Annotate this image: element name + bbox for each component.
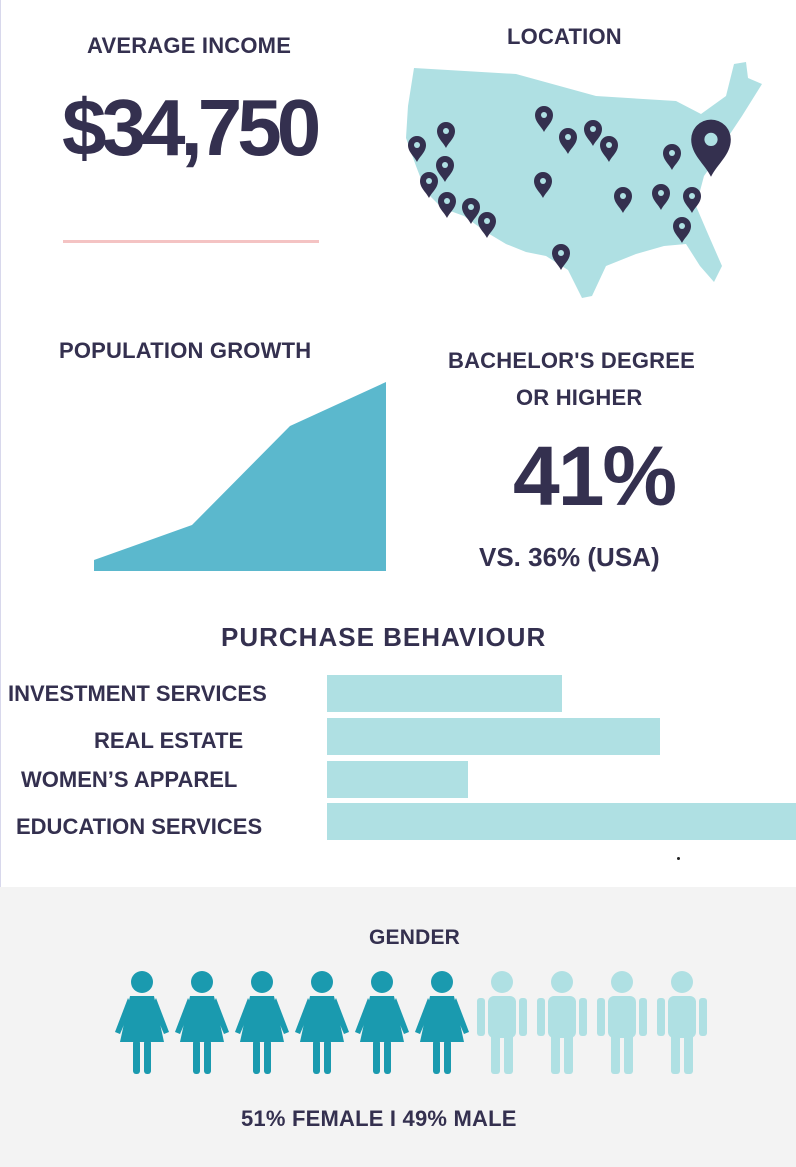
- map-pin-icon: [438, 192, 456, 218]
- map-pin-icon: [614, 187, 632, 213]
- population-growth-area: [94, 382, 386, 571]
- map-pin-icon: [673, 217, 691, 243]
- purchase-bar-education: [327, 803, 796, 840]
- female-icon: [115, 971, 169, 1074]
- map-pin-icon: [408, 136, 426, 162]
- education-comparison: VS. 36% (USA): [479, 542, 660, 572]
- map-pin-icon: [420, 172, 438, 198]
- female-icon: [295, 971, 349, 1074]
- purchase-bar-investment: [327, 675, 562, 712]
- usa-map-shape: [406, 62, 762, 298]
- gender-summary: 51% FEMALE I 49% MALE: [241, 1106, 517, 1131]
- map-pin-icon: [652, 184, 670, 210]
- map-pin-icon: [683, 187, 701, 213]
- map-pin-icon: [437, 122, 455, 148]
- purchase-label-investment: INVESTMENT SERVICES: [8, 681, 267, 706]
- income-title: AVERAGE INCOME: [87, 33, 292, 58]
- left-edge-rule: [0, 0, 1, 1167]
- gender-icons: [115, 971, 707, 1074]
- map-pin-icon: [584, 120, 602, 146]
- education-value: 41%: [513, 429, 677, 523]
- gender-title: GENDER: [369, 926, 461, 949]
- map-pin-icon: [535, 106, 553, 132]
- female-icon: [415, 971, 469, 1074]
- population-growth-chart: [94, 382, 386, 571]
- income-divider: [63, 240, 319, 243]
- map-pin-icon: [462, 198, 480, 224]
- map-pin-icon: [436, 156, 454, 182]
- male-icon: [657, 971, 707, 1074]
- map-pin-icon: [559, 128, 577, 154]
- location-pins: [408, 106, 731, 270]
- usa-map: [406, 62, 762, 298]
- education-title-line2: OR HIGHER: [516, 385, 643, 410]
- male-icon: [597, 971, 647, 1074]
- purchase-label-education: EDUCATION SERVICES: [16, 814, 263, 839]
- female-icon: [175, 971, 229, 1074]
- population-growth-title: POPULATION GROWTH: [59, 338, 312, 363]
- male-icon: [477, 971, 527, 1074]
- purchase-behaviour-title: PURCHASE BEHAVIOUR: [221, 622, 547, 652]
- location-title: LOCATION: [507, 24, 622, 49]
- map-pin-icon: [552, 244, 570, 270]
- map-pin-icon: [534, 172, 552, 198]
- education-title-line1: BACHELOR'S DEGREE: [448, 348, 695, 373]
- female-icon: [355, 971, 409, 1074]
- large-map-pin-icon: [691, 119, 731, 177]
- map-pin-icon: [600, 136, 618, 162]
- map-pin-icon: [478, 212, 496, 238]
- purchase-bar-womens-apparel: [327, 761, 468, 798]
- purchase-label-womens-apparel: WOMEN’S APPAREL: [21, 767, 238, 792]
- purchase-label-real-estate: REAL ESTATE: [94, 728, 244, 753]
- female-icon: [235, 971, 289, 1074]
- purchase-bar-real-estate: [327, 718, 660, 755]
- map-pin-icon: [663, 144, 681, 170]
- stray-dot: [677, 857, 680, 860]
- male-icon: [537, 971, 587, 1074]
- income-value: $34,750: [62, 83, 321, 172]
